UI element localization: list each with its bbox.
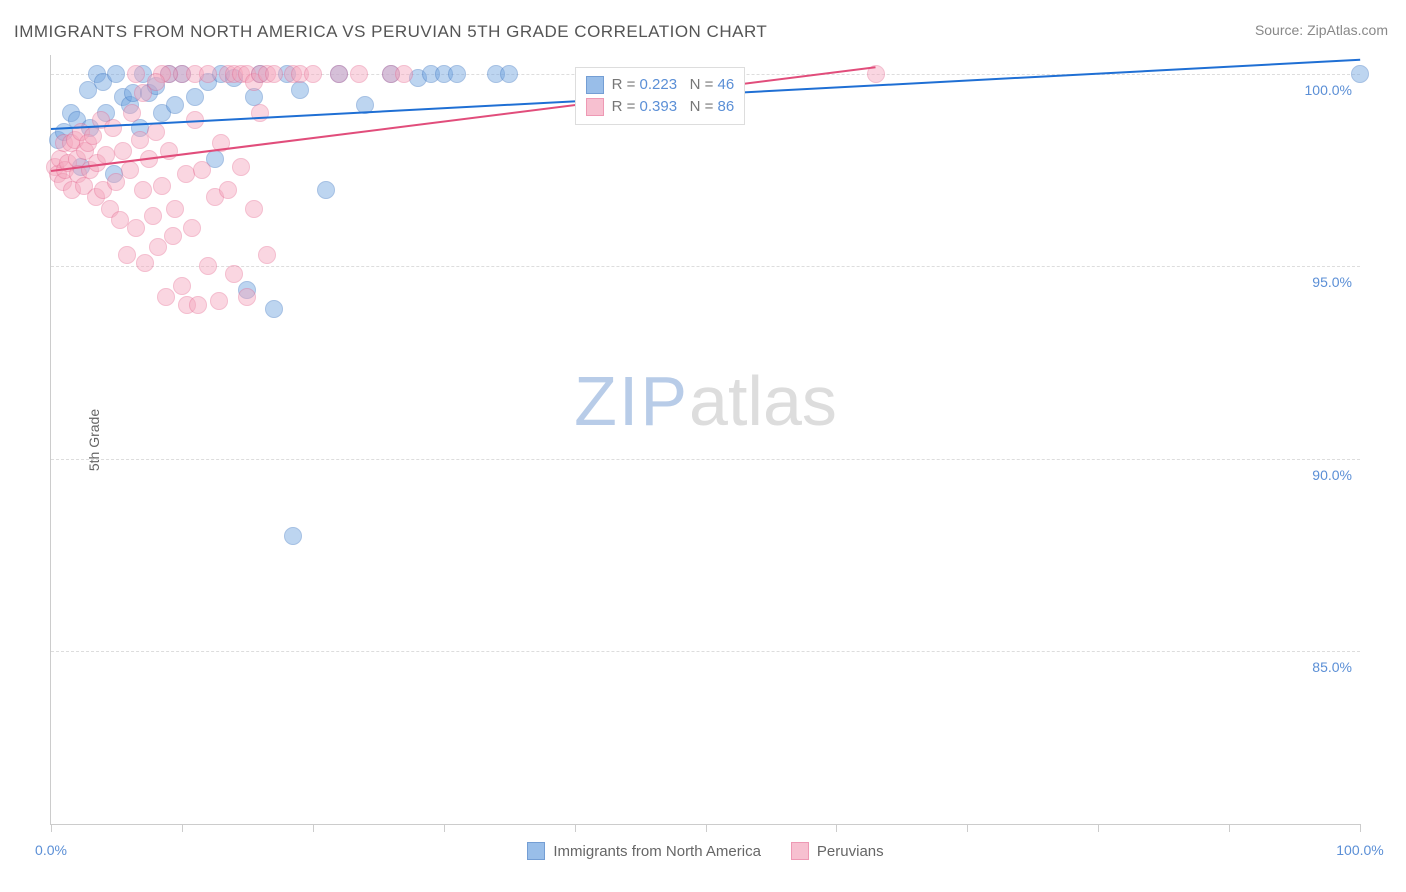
scatter-marker bbox=[166, 200, 184, 218]
scatter-marker bbox=[284, 527, 302, 545]
y-tick-label: 95.0% bbox=[1312, 274, 1352, 290]
x-tick bbox=[1229, 824, 1230, 832]
stats-legend-row: R = 0.223 N = 46 bbox=[586, 74, 735, 96]
x-tick bbox=[51, 824, 52, 832]
scatter-marker bbox=[193, 161, 211, 179]
x-tick bbox=[706, 824, 707, 832]
legend-label: Peruvians bbox=[817, 843, 884, 860]
stats-text: R = 0.223 N = 46 bbox=[612, 74, 735, 96]
watermark: ZIPatlas bbox=[574, 361, 837, 441]
x-tick bbox=[836, 824, 837, 832]
scatter-marker bbox=[317, 181, 335, 199]
legend-swatch bbox=[791, 842, 809, 860]
x-tick bbox=[967, 824, 968, 832]
legend-swatch bbox=[586, 76, 604, 94]
x-tick-label: 100.0% bbox=[1336, 842, 1383, 858]
scatter-marker bbox=[173, 277, 191, 295]
grid-line bbox=[51, 459, 1360, 460]
scatter-marker bbox=[147, 123, 165, 141]
scatter-marker bbox=[1351, 65, 1369, 83]
stats-legend: R = 0.223 N = 46R = 0.393 N = 86 bbox=[575, 67, 746, 125]
scatter-marker bbox=[166, 96, 184, 114]
scatter-marker bbox=[232, 158, 250, 176]
y-tick-label: 85.0% bbox=[1312, 659, 1352, 675]
bottom-legend-item: Peruvians bbox=[791, 842, 884, 860]
scatter-marker bbox=[183, 219, 201, 237]
x-tick bbox=[182, 824, 183, 832]
scatter-marker bbox=[118, 246, 136, 264]
scatter-marker bbox=[186, 88, 204, 106]
scatter-marker bbox=[219, 181, 237, 199]
scatter-marker bbox=[500, 65, 518, 83]
legend-swatch bbox=[527, 842, 545, 860]
x-tick bbox=[1360, 824, 1361, 832]
chart-container: IMMIGRANTS FROM NORTH AMERICA VS PERUVIA… bbox=[0, 0, 1406, 892]
scatter-marker bbox=[127, 219, 145, 237]
scatter-marker bbox=[134, 181, 152, 199]
stats-legend-row: R = 0.393 N = 86 bbox=[586, 96, 735, 118]
scatter-marker bbox=[189, 296, 207, 314]
scatter-marker bbox=[350, 65, 368, 83]
x-tick bbox=[1098, 824, 1099, 832]
scatter-marker bbox=[238, 288, 256, 306]
grid-line bbox=[51, 651, 1360, 652]
scatter-marker bbox=[121, 161, 139, 179]
scatter-marker bbox=[258, 246, 276, 264]
x-tick-label: 0.0% bbox=[35, 842, 67, 858]
y-tick-label: 90.0% bbox=[1312, 467, 1352, 483]
scatter-marker bbox=[291, 81, 309, 99]
watermark-atlas: atlas bbox=[689, 362, 837, 440]
bottom-legend: Immigrants from North America Peruvians bbox=[51, 842, 1360, 860]
scatter-marker bbox=[395, 65, 413, 83]
plot-area: 5th Grade ZIPatlas Immigrants from North… bbox=[50, 55, 1360, 825]
scatter-marker bbox=[153, 177, 171, 195]
scatter-marker bbox=[210, 292, 228, 310]
y-axis-label: 5th Grade bbox=[86, 408, 102, 470]
stats-text: R = 0.393 N = 86 bbox=[612, 96, 735, 118]
x-tick bbox=[444, 824, 445, 832]
x-tick bbox=[575, 824, 576, 832]
legend-swatch bbox=[586, 98, 604, 116]
scatter-marker bbox=[304, 65, 322, 83]
scatter-marker bbox=[134, 84, 152, 102]
chart-title: IMMIGRANTS FROM NORTH AMERICA VS PERUVIA… bbox=[14, 22, 767, 42]
scatter-marker bbox=[265, 65, 283, 83]
watermark-zip: ZIP bbox=[574, 362, 689, 440]
scatter-marker bbox=[144, 207, 162, 225]
scatter-marker bbox=[136, 254, 154, 272]
scatter-marker bbox=[104, 119, 122, 137]
scatter-marker bbox=[123, 104, 141, 122]
y-tick-label: 100.0% bbox=[1305, 82, 1352, 98]
scatter-marker bbox=[245, 200, 263, 218]
legend-label: Immigrants from North America bbox=[553, 843, 761, 860]
grid-line bbox=[51, 266, 1360, 267]
source-label: Source: ZipAtlas.com bbox=[1255, 22, 1388, 38]
scatter-marker bbox=[84, 127, 102, 145]
scatter-marker bbox=[157, 288, 175, 306]
scatter-marker bbox=[164, 227, 182, 245]
scatter-marker bbox=[107, 65, 125, 83]
scatter-marker bbox=[330, 65, 348, 83]
scatter-marker bbox=[448, 65, 466, 83]
scatter-marker bbox=[265, 300, 283, 318]
scatter-marker bbox=[225, 265, 243, 283]
scatter-marker bbox=[199, 65, 217, 83]
scatter-marker bbox=[127, 65, 145, 83]
bottom-legend-item: Immigrants from North America bbox=[527, 842, 761, 860]
scatter-marker bbox=[199, 257, 217, 275]
x-tick bbox=[313, 824, 314, 832]
scatter-marker bbox=[114, 142, 132, 160]
